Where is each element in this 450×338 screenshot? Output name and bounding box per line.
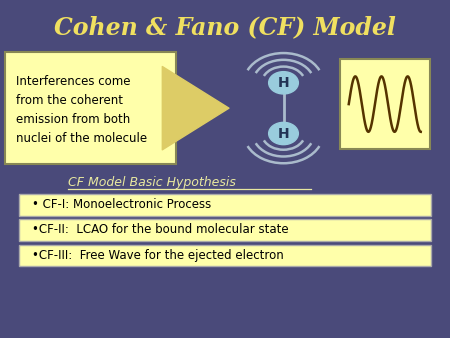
- Circle shape: [269, 122, 298, 145]
- Text: •CF-II:  LCAO for the bound molecular state: •CF-II: LCAO for the bound molecular sta…: [32, 223, 289, 236]
- Text: H: H: [278, 126, 289, 141]
- FancyBboxPatch shape: [19, 245, 431, 266]
- FancyBboxPatch shape: [19, 219, 431, 241]
- FancyArrowPatch shape: [162, 67, 229, 150]
- FancyBboxPatch shape: [340, 59, 430, 149]
- FancyBboxPatch shape: [19, 194, 431, 216]
- Text: CF Model Basic Hypothesis: CF Model Basic Hypothesis: [68, 176, 235, 189]
- Text: H: H: [278, 76, 289, 90]
- Text: • CF-I: Monoelectronic Process: • CF-I: Monoelectronic Process: [32, 198, 212, 211]
- Text: Cohen & Fano (CF) Model: Cohen & Fano (CF) Model: [54, 15, 396, 39]
- Circle shape: [269, 72, 298, 94]
- Text: •CF-III:  Free Wave for the ejected electron: •CF-III: Free Wave for the ejected elect…: [32, 249, 284, 262]
- Text: Interferences come
from the coherent
emission from both
nuclei of the molecule: Interferences come from the coherent emi…: [16, 75, 147, 145]
- FancyBboxPatch shape: [4, 52, 176, 164]
